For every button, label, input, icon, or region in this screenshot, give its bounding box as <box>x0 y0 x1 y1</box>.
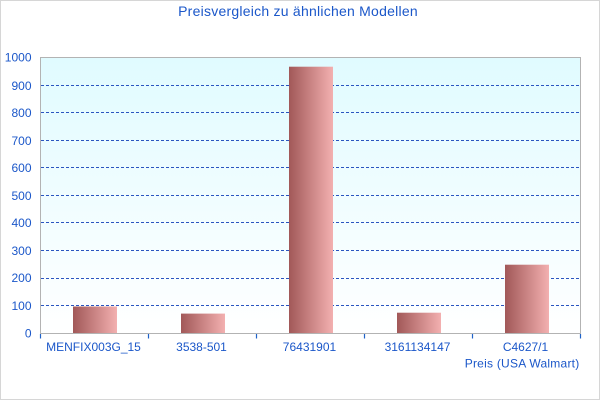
svg-text:500: 500 <box>11 189 31 203</box>
svg-text:Preis (USA Walmart): Preis (USA Walmart) <box>465 356 580 370</box>
svg-text:1000: 1000 <box>5 50 32 64</box>
svg-text:3161134147: 3161134147 <box>385 340 451 354</box>
svg-text:C4627/1: C4627/1 <box>503 340 549 354</box>
svg-text:100: 100 <box>11 299 31 313</box>
svg-text:200: 200 <box>11 271 31 285</box>
svg-text:600: 600 <box>11 161 31 175</box>
svg-text:300: 300 <box>11 244 31 258</box>
svg-text:900: 900 <box>11 79 31 93</box>
svg-text:MENFIX003G_15: MENFIX003G_15 <box>46 340 141 354</box>
svg-text:800: 800 <box>11 106 31 120</box>
svg-text:700: 700 <box>11 134 31 148</box>
svg-text:0: 0 <box>25 326 32 340</box>
svg-text:400: 400 <box>11 216 31 230</box>
svg-text:3538-501: 3538-501 <box>176 340 227 354</box>
svg-text:Preisvergleich zu ähnlichen Mo: Preisvergleich zu ähnlichen Modellen <box>178 3 418 19</box>
svg-text:76431901: 76431901 <box>283 340 337 354</box>
